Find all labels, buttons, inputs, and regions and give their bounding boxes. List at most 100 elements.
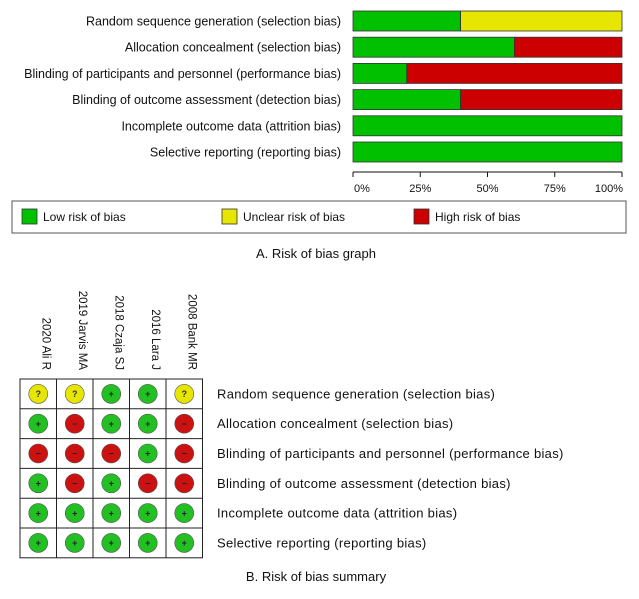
legend-swatch (221, 208, 238, 225)
study-label: 2018 Czaja SJ (112, 295, 124, 370)
summary-domain-label: Incomplete outcome data (attrition bias) (217, 506, 457, 521)
domain-label: Selective reporting (reporting bias) (150, 146, 341, 160)
x-tick-label: 50% (476, 183, 498, 195)
judgement-low-icon (28, 533, 49, 553)
judgement-symbol: + (145, 449, 150, 459)
risk-of-bias-graph: Random sequence generation (selection bi… (11, 10, 627, 261)
domain-label: Allocation concealment (selection bias) (125, 41, 341, 55)
judgement-symbol: + (36, 538, 41, 548)
legend-label: High risk of bias (435, 210, 520, 224)
judgement-low-icon (137, 533, 158, 553)
x-tick-label: 75% (544, 183, 566, 195)
judgement-symbol: − (109, 449, 114, 459)
judgement-low-icon (101, 384, 122, 404)
judgement-low-icon (174, 533, 195, 553)
summary-domain-label: Blinding of outcome assessment (detectio… (217, 476, 511, 491)
summary-domain-label: Blinding of participants and personnel (… (217, 446, 564, 461)
judgement-symbol: − (145, 479, 150, 489)
legend: Low risk of bias Unclear risk of bias High… (11, 200, 627, 234)
judgement-symbol: + (36, 419, 41, 429)
judgement-low-icon (28, 413, 49, 434)
domain-label: Blinding of outcome assessment (detectio… (72, 93, 341, 107)
judgement-low-icon (174, 503, 195, 523)
legend-swatch (21, 208, 38, 225)
judgement-symbol: + (109, 419, 114, 429)
domain-label: Incomplete outcome data (attrition bias) (121, 119, 341, 133)
bar-segment (352, 36, 515, 58)
study-label: 2020 Ali R (39, 318, 51, 370)
summary-domain-label: Random sequence generation (selection bi… (217, 386, 495, 401)
judgement-low-icon (101, 533, 122, 553)
judgement-low-icon (64, 503, 85, 523)
bar-segment (460, 89, 623, 110)
judgement-symbol: + (145, 538, 150, 548)
graph-caption: A. Risk of bias graph (256, 246, 376, 261)
judgement-symbol: ? (72, 389, 78, 399)
judgement-unclear-icon (64, 384, 85, 404)
judgement-symbol: ? (182, 389, 188, 399)
risk-of-bias-summary: 2020 Ali R 2019 Jarvis MA 2018 Czaja SJ 201… (19, 291, 564, 584)
bar-segment (514, 36, 623, 58)
x-tick-label: 0% (354, 183, 370, 195)
judgement-symbol: − (72, 449, 77, 459)
judgement-low-icon (28, 503, 49, 523)
bar-segment (460, 10, 623, 32)
bar-segment (352, 115, 623, 137)
judgement-high-icon (174, 443, 195, 464)
judgement-high-icon (64, 473, 85, 494)
judgement-symbol: − (72, 479, 77, 489)
judgement-symbol: + (36, 479, 41, 489)
summary-domain-label: Allocation concealment (selection bias) (217, 416, 453, 431)
judgement-unclear-icon (28, 384, 49, 404)
judgement-low-icon (137, 413, 158, 434)
judgement-symbol: − (182, 419, 187, 429)
judgement-high-icon (101, 443, 122, 464)
judgement-symbol: + (109, 479, 114, 489)
judgement-symbol: + (109, 538, 114, 548)
legend-swatch (413, 208, 430, 225)
judgement-high-icon (28, 443, 49, 464)
judgement-symbol: + (145, 508, 150, 518)
judgement-high-icon (174, 473, 195, 494)
judgement-symbol: + (109, 508, 114, 518)
judgement-symbol: − (72, 419, 77, 429)
summary-caption: B. Risk of bias summary (246, 569, 387, 584)
bar-segment (352, 141, 623, 163)
judgement-symbol: + (36, 508, 41, 518)
judgement-high-icon (64, 443, 85, 464)
judgement-symbol: + (72, 538, 77, 548)
summary-domain-label: Selective reporting (reporting bias) (217, 535, 427, 550)
legend-label: Unclear risk of bias (243, 210, 345, 224)
study-label: 2019 Jarvis MA (76, 291, 88, 371)
judgement-symbol: + (182, 538, 187, 548)
judgement-low-icon (137, 503, 158, 523)
bar-segment (406, 63, 623, 84)
domain-label: Random sequence generation (selection bi… (86, 15, 341, 29)
judgement-low-icon (64, 533, 85, 553)
judgement-symbol: + (109, 389, 114, 399)
judgement-symbol: − (36, 449, 41, 459)
domain-label: Blinding of participants and personnel (… (24, 67, 341, 81)
x-tick-label: 100% (595, 183, 623, 195)
bar-segment (352, 89, 461, 110)
bar-segment (352, 10, 461, 32)
judgement-low-icon (101, 473, 122, 494)
judgement-low-icon (28, 473, 49, 494)
judgement-low-icon (137, 443, 158, 464)
legend-box (11, 200, 627, 234)
judgement-low-icon (137, 384, 158, 404)
judgement-unclear-icon (174, 384, 195, 404)
judgement-symbol: ? (36, 389, 42, 399)
x-tick-label: 25% (409, 183, 431, 195)
judgement-high-icon (137, 473, 158, 494)
judgement-symbol: − (182, 479, 187, 489)
study-label: 2008 Bank MR (185, 294, 197, 370)
judgement-high-icon (64, 413, 85, 434)
judgement-symbol: + (145, 389, 150, 399)
bar-segment (352, 63, 408, 84)
judgement-symbol: + (145, 419, 150, 429)
judgement-symbol: + (182, 508, 187, 518)
judgement-low-icon (101, 503, 122, 523)
judgement-symbol: + (72, 508, 77, 518)
